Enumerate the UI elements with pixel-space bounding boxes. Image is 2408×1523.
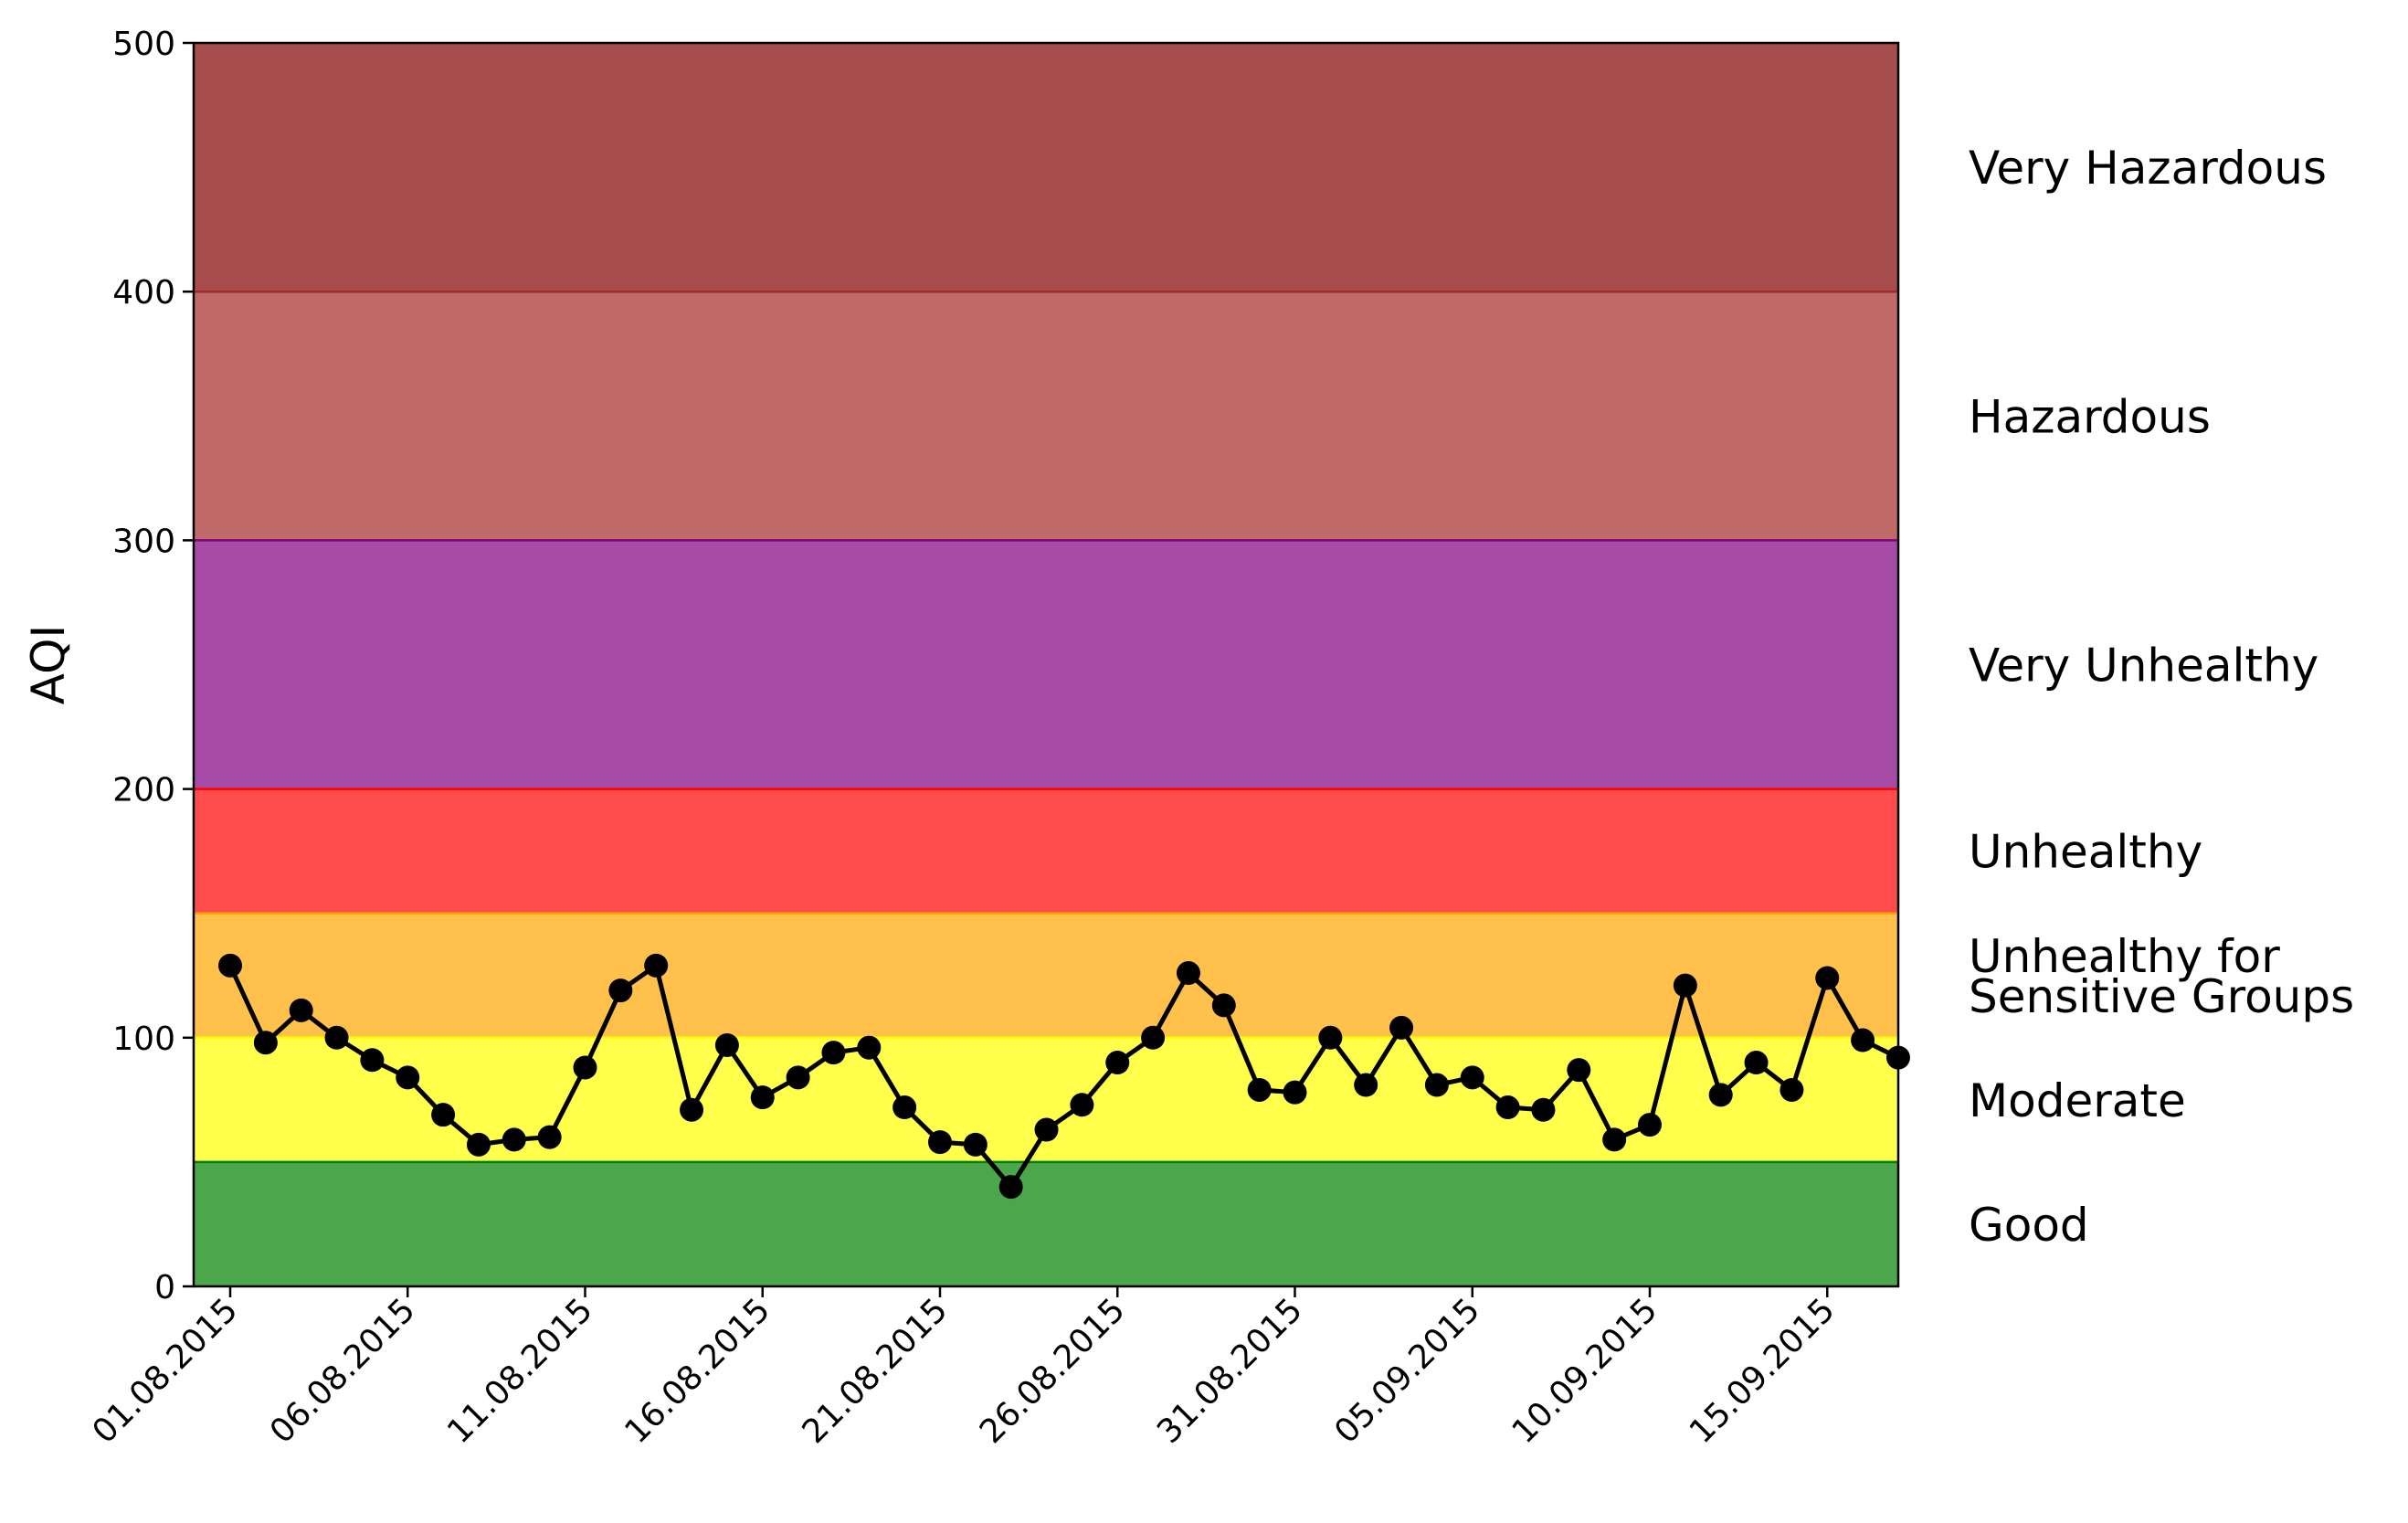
data-point	[963, 1132, 987, 1157]
x-tick-label: 26.08.2015	[973, 1291, 1133, 1451]
y-axis: 0 100 200 300 400 500	[112, 26, 194, 1306]
band-good	[194, 1161, 1898, 1286]
x-tick-label: 21.08.2015	[796, 1291, 956, 1451]
band-hazardous	[194, 291, 1898, 541]
data-point	[1495, 1095, 1520, 1120]
data-point	[1460, 1065, 1484, 1090]
x-tick-label: 31.08.2015	[1150, 1291, 1310, 1451]
band-label: Unhealthy	[1969, 826, 2202, 879]
data-point	[714, 1032, 739, 1057]
data-point	[1034, 1117, 1059, 1142]
plot-frame	[192, 41, 1900, 1288]
data-point	[1070, 1093, 1094, 1117]
y-tick-label: 300	[112, 523, 175, 560]
band-label: Good	[1969, 1199, 2089, 1252]
x-tick-label: 16.08.2015	[618, 1291, 777, 1451]
band-unhealthy	[194, 788, 1898, 914]
band-unhealthy-for-sensitive-groups	[194, 913, 1898, 1038]
y-tick-label: 100	[112, 1021, 175, 1058]
data-point	[608, 978, 633, 1003]
y-tick-label: 400	[112, 274, 175, 312]
data-point	[573, 1055, 597, 1080]
aqi-bands	[194, 43, 1898, 1286]
x-tick-label: 06.08.2015	[263, 1291, 423, 1451]
y-axis-label: AQI	[22, 625, 75, 704]
data-point	[1708, 1083, 1733, 1107]
band-label: Very Unhealthy	[1969, 640, 2318, 693]
data-point	[644, 953, 669, 978]
y-tick-label: 500	[112, 26, 175, 63]
data-point	[289, 998, 313, 1022]
data-point	[1141, 1025, 1166, 1050]
band-label-line: Moderate	[1969, 1074, 2186, 1127]
data-point	[1176, 961, 1200, 986]
data-point	[750, 1085, 775, 1110]
x-tick-label: 05.09.2015	[1327, 1291, 1487, 1451]
band-label: Unhealthy for Sensitive Groups	[1969, 930, 2354, 1023]
data-point	[218, 953, 242, 978]
data-point	[857, 1035, 882, 1060]
band-label: Very Hazardous	[1969, 142, 2327, 195]
band-label-line: Unhealthy	[1969, 826, 2202, 879]
data-point	[537, 1125, 562, 1149]
band-very-unhealthy	[194, 540, 1898, 789]
data-point	[431, 1103, 456, 1127]
band-label-line: Sensitive Groups	[1969, 970, 2354, 1023]
data-point	[1780, 1077, 1804, 1102]
data-point	[1638, 1113, 1662, 1137]
data-point	[821, 1041, 846, 1065]
x-tick-label: 10.09.2015	[1505, 1291, 1665, 1451]
data-point	[680, 1097, 704, 1122]
y-tick-label: 0	[154, 1269, 175, 1306]
data-point	[1105, 1051, 1130, 1075]
x-axis: 01.08.2015 06.08.2015 11.08.2015 16.08.2015…	[86, 1286, 1843, 1451]
y-tick-label: 200	[112, 772, 175, 809]
data-point	[928, 1130, 952, 1155]
data-point	[892, 1095, 917, 1120]
data-point	[253, 1031, 278, 1055]
data-point	[1389, 1015, 1414, 1040]
data-point	[466, 1132, 491, 1157]
data-point	[396, 1065, 420, 1090]
data-point	[1567, 1058, 1591, 1083]
data-point	[502, 1127, 526, 1152]
data-point	[1424, 1073, 1449, 1097]
band-moderate	[194, 1037, 1898, 1162]
band-label-line: Very Hazardous	[1969, 142, 2327, 195]
data-point	[360, 1048, 385, 1073]
data-point	[1815, 966, 1840, 990]
data-point	[1602, 1127, 1627, 1152]
data-point	[1673, 973, 1697, 998]
band-labels: Good Moderate Unhealthy for Sensitive Group…	[1969, 142, 2354, 1252]
band-very-hazardous	[194, 43, 1898, 292]
data-point	[1247, 1077, 1272, 1102]
band-label-line: Good	[1969, 1199, 2089, 1252]
x-tick-label: 11.08.2015	[440, 1291, 600, 1451]
x-tick-label: 15.09.2015	[1683, 1291, 1843, 1451]
band-label: Hazardous	[1969, 390, 2211, 443]
band-label: Moderate	[1969, 1074, 2186, 1127]
data-point	[1318, 1025, 1343, 1050]
band-label-line: Very Unhealthy	[1969, 640, 2318, 693]
x-tick-label: 01.08.2015	[86, 1291, 246, 1451]
data-point	[1531, 1097, 1556, 1122]
data-point	[786, 1065, 810, 1090]
band-label-line: Unhealthy for	[1969, 930, 2280, 983]
band-label-line: Hazardous	[1969, 390, 2211, 443]
data-point	[1851, 1028, 1875, 1052]
data-point	[1283, 1080, 1307, 1105]
aqi-series	[218, 953, 1910, 1200]
data-point	[1211, 993, 1236, 1018]
data-point	[1354, 1073, 1378, 1097]
data-point	[1744, 1051, 1769, 1075]
data-point	[998, 1175, 1023, 1200]
data-point	[324, 1025, 349, 1050]
